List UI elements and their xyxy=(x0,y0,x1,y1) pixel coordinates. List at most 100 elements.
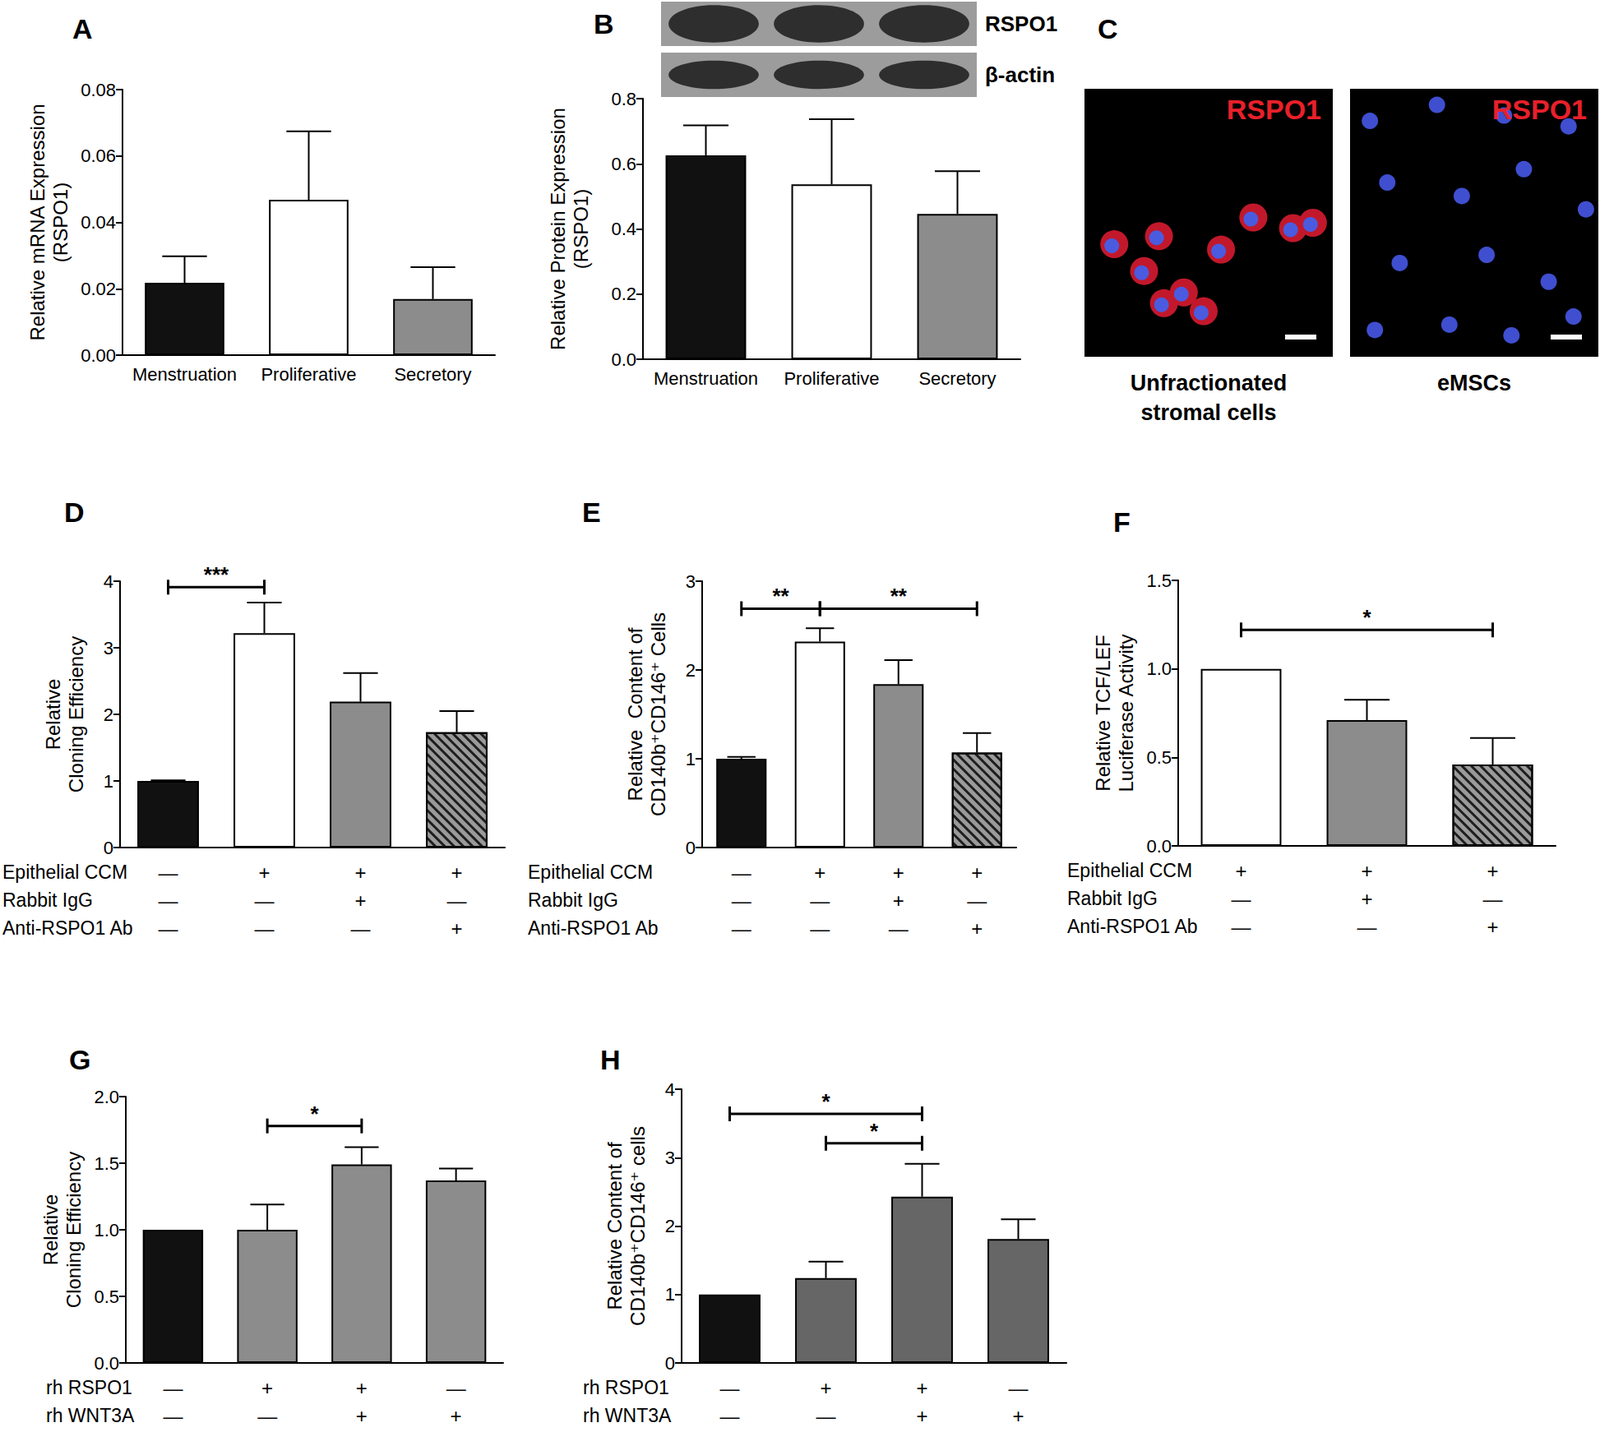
svg-text:+: + xyxy=(971,917,983,940)
svg-text:1: 1 xyxy=(103,771,114,792)
svg-text:Rabbit IgG: Rabbit IgG xyxy=(527,889,619,911)
svg-text:Anti-RSPO1 Ab: Anti-RSPO1 Ab xyxy=(2,917,134,939)
svg-text:2: 2 xyxy=(665,1216,676,1237)
svg-text:—: — xyxy=(1483,887,1503,911)
svg-text:2.0: 2.0 xyxy=(93,1086,120,1108)
svg-text:RSPO1: RSPO1 xyxy=(1492,93,1587,125)
svg-text:+: + xyxy=(819,1377,832,1400)
svg-text:+: + xyxy=(892,861,905,884)
svg-text:+: + xyxy=(450,917,463,940)
svg-text:3: 3 xyxy=(665,1147,676,1169)
svg-text:3: 3 xyxy=(685,571,696,592)
svg-text:+: + xyxy=(1360,860,1373,883)
svg-text:+: + xyxy=(813,861,826,884)
svg-text:0.04: 0.04 xyxy=(80,212,116,233)
svg-text:Relative: Relative xyxy=(39,1194,62,1267)
svg-text:—: — xyxy=(888,917,909,940)
svg-text:Rabbit IgG: Rabbit IgG xyxy=(2,889,93,911)
svg-text:Epithelial CCM: Epithelial CCM xyxy=(1067,860,1193,882)
svg-text:+: + xyxy=(915,1377,928,1400)
svg-text:+: + xyxy=(1360,887,1373,911)
svg-text:Epithelial CCM: Epithelial CCM xyxy=(527,861,653,884)
svg-text:0: 0 xyxy=(103,837,114,859)
svg-text:—: — xyxy=(162,1405,183,1428)
svg-text:Relative Protein Expression: Relative Protein Expression xyxy=(546,107,569,351)
svg-text:F: F xyxy=(1113,506,1131,538)
svg-text:1.5: 1.5 xyxy=(1146,570,1172,592)
svg-text:—: — xyxy=(720,1405,740,1428)
svg-text:**: ** xyxy=(890,583,908,609)
svg-text:1.0: 1.0 xyxy=(1146,658,1172,680)
svg-text:G: G xyxy=(69,1044,91,1076)
svg-text:A: A xyxy=(72,13,93,45)
svg-text:—: — xyxy=(446,1377,467,1400)
svg-text:+: + xyxy=(1234,860,1247,883)
svg-text:—: — xyxy=(257,1405,278,1428)
svg-text:0: 0 xyxy=(665,1353,676,1374)
svg-text:+: + xyxy=(354,889,366,912)
svg-text:Relative Content of: Relative Content of xyxy=(624,627,647,801)
svg-text:+: + xyxy=(258,861,270,884)
svg-text:rh RSPO1: rh RSPO1 xyxy=(582,1377,670,1399)
svg-text:—: — xyxy=(254,889,275,912)
svg-text:RSPO1: RSPO1 xyxy=(984,11,1058,37)
svg-text:RSPO1: RSPO1 xyxy=(1226,93,1322,125)
svg-text:+: + xyxy=(450,861,463,884)
svg-text:—: — xyxy=(1357,915,1378,939)
svg-text:***: *** xyxy=(203,562,230,588)
svg-text:Cloning Efficiency: Cloning Efficiency xyxy=(62,1151,85,1309)
svg-text:—: — xyxy=(809,889,830,912)
svg-text:Rabbit IgG: Rabbit IgG xyxy=(1067,887,1158,910)
svg-text:+: + xyxy=(1486,860,1499,883)
svg-text:rh RSPO1: rh RSPO1 xyxy=(46,1377,133,1399)
svg-text:Relative Content of: Relative Content of xyxy=(603,1142,626,1310)
svg-text:E: E xyxy=(582,496,602,528)
svg-text:*: * xyxy=(309,1101,320,1127)
svg-text:0.5: 0.5 xyxy=(1146,747,1172,768)
svg-text:Secretory: Secretory xyxy=(393,364,472,385)
svg-text:C: C xyxy=(1097,13,1119,45)
svg-text:0: 0 xyxy=(685,837,696,859)
svg-text:stromal cells: stromal cells xyxy=(1140,400,1277,426)
svg-text:+: + xyxy=(1486,915,1499,939)
svg-text:0.02: 0.02 xyxy=(80,278,116,300)
svg-text:—: — xyxy=(447,889,468,912)
svg-text:Anti-RSPO1 Ab: Anti-RSPO1 Ab xyxy=(1067,915,1198,938)
svg-text:Anti-RSPO1 Ab: Anti-RSPO1 Ab xyxy=(527,917,659,939)
svg-text:—: — xyxy=(731,917,752,940)
svg-text:+: + xyxy=(261,1377,273,1400)
svg-text:**: ** xyxy=(772,583,790,609)
svg-text:0.5: 0.5 xyxy=(93,1286,120,1308)
svg-text:0.0: 0.0 xyxy=(1146,836,1172,857)
svg-text:—: — xyxy=(351,917,371,940)
svg-text:*: * xyxy=(821,1089,831,1115)
svg-text:+: + xyxy=(915,1405,928,1428)
svg-text:Relative TCF/LEF: Relative TCF/LEF xyxy=(1091,634,1115,791)
svg-text:0.00: 0.00 xyxy=(80,345,116,366)
svg-text:Unfractionated: Unfractionated xyxy=(1130,370,1288,396)
svg-text:Proliferative: Proliferative xyxy=(260,364,357,385)
svg-text:0.08: 0.08 xyxy=(80,79,116,101)
svg-text:1: 1 xyxy=(665,1284,676,1305)
svg-text:D: D xyxy=(64,496,85,528)
svg-text:(RSPO1): (RSPO1) xyxy=(49,182,72,263)
svg-text:0.6: 0.6 xyxy=(610,153,637,175)
svg-text:3: 3 xyxy=(103,638,114,659)
svg-text:*: * xyxy=(1362,605,1372,630)
svg-text:Epithelial CCM: Epithelial CCM xyxy=(2,861,128,884)
svg-text:*: * xyxy=(869,1119,879,1144)
svg-text:0.0: 0.0 xyxy=(93,1353,120,1374)
svg-text:Cloning Efficiency: Cloning Efficiency xyxy=(64,636,88,793)
svg-text:0.4: 0.4 xyxy=(610,218,637,240)
svg-text:—: — xyxy=(1008,1377,1029,1400)
svg-text:H: H xyxy=(600,1044,621,1076)
svg-text:—: — xyxy=(254,917,275,940)
svg-text:4: 4 xyxy=(103,571,114,592)
svg-text:+: + xyxy=(1012,1405,1024,1428)
svg-text:CD140b⁺CD146⁺ Cells: CD140b⁺CD146⁺ Cells xyxy=(647,612,670,817)
svg-text:Menstruation: Menstruation xyxy=(653,368,759,389)
svg-text:Relative mRNA Expression: Relative mRNA Expression xyxy=(26,103,49,341)
svg-text:1: 1 xyxy=(685,749,696,770)
svg-text:eMSCs: eMSCs xyxy=(1437,370,1512,396)
svg-text:1.0: 1.0 xyxy=(93,1220,120,1241)
